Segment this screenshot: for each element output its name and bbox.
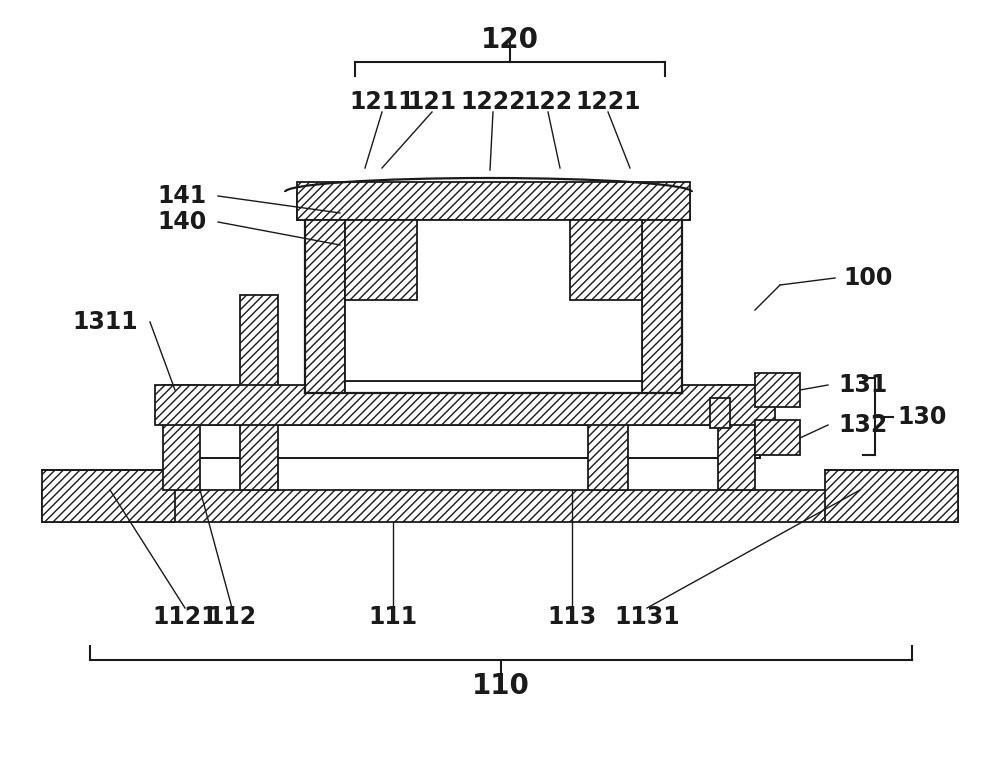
Bar <box>155 385 775 425</box>
Text: 1131: 1131 <box>614 605 680 629</box>
Text: 100: 100 <box>843 266 892 290</box>
Text: 121: 121 <box>407 90 457 114</box>
Text: 132: 132 <box>838 413 887 437</box>
Bar <box>755 420 800 455</box>
Bar <box>345 220 417 300</box>
Bar <box>42 490 958 522</box>
Text: 1222: 1222 <box>460 90 526 114</box>
Bar <box>165 425 760 458</box>
Text: 110: 110 <box>472 672 530 700</box>
Bar <box>42 470 175 522</box>
Text: 113: 113 <box>547 605 597 629</box>
Text: 122: 122 <box>523 90 573 114</box>
Text: 141: 141 <box>158 184 207 208</box>
Text: 1211: 1211 <box>349 90 415 114</box>
Bar <box>305 220 345 393</box>
Text: 1121: 1121 <box>152 605 218 629</box>
Bar <box>345 220 642 381</box>
Bar <box>297 182 690 220</box>
Text: 120: 120 <box>481 26 539 54</box>
Bar <box>710 398 730 428</box>
Text: 140: 140 <box>158 210 207 234</box>
Bar <box>588 295 628 490</box>
Text: 131: 131 <box>838 373 887 397</box>
Bar <box>825 470 958 522</box>
Text: 112: 112 <box>207 605 257 629</box>
Bar <box>240 295 278 490</box>
Bar <box>718 385 755 490</box>
Bar <box>345 381 642 393</box>
Text: 130: 130 <box>897 405 946 428</box>
Text: 1311: 1311 <box>72 310 138 334</box>
Bar <box>163 385 200 490</box>
Text: 111: 111 <box>368 605 418 629</box>
Bar <box>642 220 682 393</box>
Bar <box>755 373 800 407</box>
Text: 1221: 1221 <box>575 90 641 114</box>
Bar <box>570 220 642 300</box>
